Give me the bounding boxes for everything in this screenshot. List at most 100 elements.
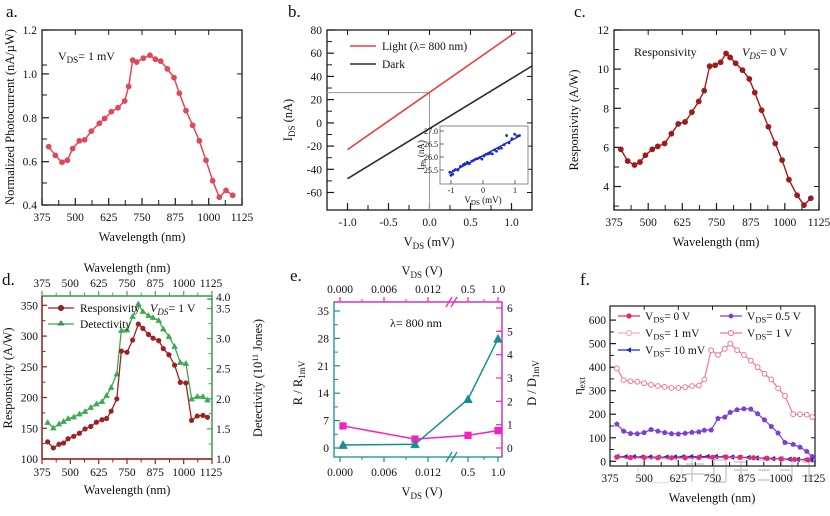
data-point bbox=[59, 159, 65, 166]
panel-c-xticks: 375 500 625 750 875 1000 1125 bbox=[605, 203, 830, 229]
panel-f-legend: VDS= 0 V VDS= 1 mV VDS= 10 mV VDS= 0.5 V… bbox=[618, 311, 802, 359]
data-point bbox=[56, 441, 62, 447]
svg-text:-20: -20 bbox=[307, 141, 323, 153]
svg-text:1.0: 1.0 bbox=[216, 454, 231, 466]
data-point bbox=[465, 160, 469, 164]
svg-text:500: 500 bbox=[67, 212, 85, 224]
inset-yticks: 27.0 26.5 26.0 25.5 bbox=[424, 127, 444, 175]
data-point bbox=[99, 417, 105, 423]
legend-marker-10mv bbox=[626, 347, 631, 353]
panel-f-yticks: 600 500 400 300 200 100 0 bbox=[589, 315, 616, 468]
data-point bbox=[706, 63, 713, 70]
svg-text:2: 2 bbox=[507, 396, 513, 408]
data-point bbox=[782, 392, 788, 399]
data-point bbox=[448, 170, 452, 174]
data-point bbox=[688, 109, 695, 116]
svg-text:750: 750 bbox=[133, 212, 151, 224]
data-point bbox=[661, 140, 668, 147]
svg-text:35: 35 bbox=[318, 306, 330, 318]
data-point bbox=[761, 370, 768, 377]
panel-b-chart: 80 60 40 20 0 -20 -40 -60 -1.0 -0.5 bbox=[281, 25, 533, 251]
data-point bbox=[147, 52, 153, 59]
svg-text:5: 5 bbox=[507, 326, 513, 338]
data-point bbox=[50, 445, 56, 451]
data-point bbox=[149, 313, 157, 320]
svg-text:0.012: 0.012 bbox=[415, 284, 441, 296]
panel-a: a. 1.2 1.0 0.8 0.6 0.4 bbox=[0, 0, 278, 258]
svg-text:0: 0 bbox=[481, 186, 485, 195]
svg-text:-1: -1 bbox=[448, 186, 455, 195]
svg-text:300: 300 bbox=[589, 386, 607, 398]
svg-text:750: 750 bbox=[118, 467, 136, 479]
data-point bbox=[338, 439, 348, 449]
panel-f-minor-ticks bbox=[643, 306, 815, 439]
data-point bbox=[182, 359, 190, 366]
data-point bbox=[703, 453, 710, 460]
svg-text:1.0: 1.0 bbox=[23, 69, 38, 81]
data-point bbox=[734, 406, 740, 413]
data-point bbox=[775, 385, 782, 392]
panel-c-annotation-right: VDS= 0 V bbox=[742, 45, 788, 61]
svg-text:100: 100 bbox=[21, 454, 39, 466]
svg-text:875: 875 bbox=[147, 467, 165, 479]
data-point bbox=[458, 164, 462, 168]
svg-text:0.000: 0.000 bbox=[327, 467, 353, 479]
data-point bbox=[478, 156, 482, 159]
panel-c: c. 12 10 8 6 4 375 500 625 bbox=[552, 0, 830, 258]
data-point bbox=[64, 157, 71, 164]
svg-text:1000: 1000 bbox=[172, 467, 195, 479]
svg-text:0.006: 0.006 bbox=[371, 467, 397, 479]
data-point bbox=[160, 346, 166, 352]
panel-b-inset: 27.0 26.5 26.0 25.5 -1 0 1 bbox=[416, 125, 529, 207]
data-point bbox=[761, 416, 768, 423]
data-point bbox=[410, 439, 420, 449]
data-point bbox=[64, 414, 72, 421]
data-point bbox=[118, 326, 125, 333]
data-point bbox=[649, 146, 656, 153]
svg-text:0.6: 0.6 bbox=[23, 157, 38, 169]
data-point bbox=[715, 352, 721, 358]
data-point bbox=[696, 428, 702, 435]
data-point bbox=[456, 168, 460, 172]
svg-text:1.0: 1.0 bbox=[504, 217, 519, 229]
svg-text:200: 200 bbox=[21, 393, 39, 405]
data-point bbox=[668, 130, 675, 137]
data-point bbox=[654, 143, 661, 150]
data-point bbox=[505, 134, 509, 137]
data-point bbox=[171, 74, 177, 81]
data-point bbox=[482, 154, 486, 158]
data-point bbox=[648, 426, 654, 432]
panel-b-yticks: 80 60 40 20 0 -20 -40 -60 bbox=[307, 25, 334, 200]
panel-c-yaxis-label: Responsivity (A/W) bbox=[567, 69, 581, 170]
data-point bbox=[628, 455, 634, 461]
svg-text:0.000: 0.000 bbox=[327, 284, 353, 296]
svg-text:0.5: 0.5 bbox=[463, 217, 478, 229]
svg-text:1000: 1000 bbox=[773, 217, 796, 229]
svg-text:100: 100 bbox=[589, 433, 607, 445]
data-point bbox=[754, 364, 761, 371]
legend-label-05v: VDS= 0.5 V bbox=[747, 311, 802, 325]
data-point bbox=[145, 311, 152, 318]
svg-text:20: 20 bbox=[311, 95, 323, 107]
data-point bbox=[133, 59, 140, 65]
data-point bbox=[722, 414, 728, 420]
svg-text:250: 250 bbox=[21, 362, 39, 374]
data-point bbox=[746, 76, 753, 82]
svg-text:0.5: 0.5 bbox=[461, 467, 476, 479]
svg-text:625: 625 bbox=[670, 473, 688, 485]
svg-text:-1.0: -1.0 bbox=[338, 217, 356, 229]
data-point bbox=[661, 384, 668, 390]
data-point bbox=[193, 392, 201, 399]
svg-text:3.0: 3.0 bbox=[216, 334, 231, 346]
data-point bbox=[177, 379, 183, 385]
data-point bbox=[792, 456, 798, 462]
svg-text:1000: 1000 bbox=[172, 278, 195, 290]
data-point bbox=[451, 169, 455, 173]
legend-label-1mv: VDS= 1 mV bbox=[645, 328, 700, 342]
panel-d-top-axis-label: Wavelength (nm) bbox=[84, 261, 171, 275]
data-point bbox=[668, 384, 675, 391]
svg-text:375: 375 bbox=[33, 467, 51, 479]
panel-e-label: e. bbox=[290, 266, 302, 285]
data-point bbox=[710, 454, 716, 460]
